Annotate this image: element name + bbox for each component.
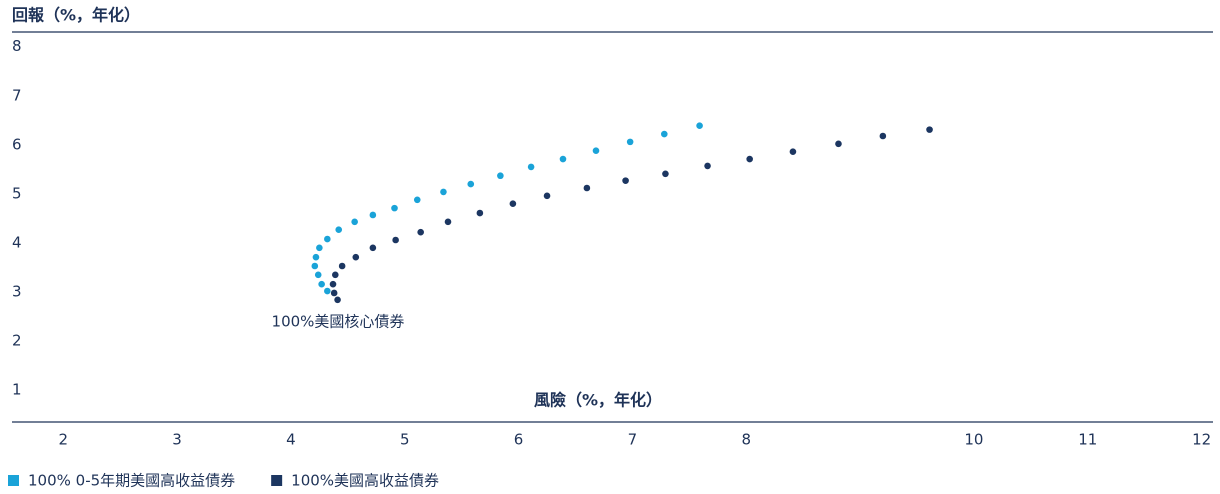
y-tick-label: 8 xyxy=(12,37,22,55)
point xyxy=(312,253,320,261)
y-tick-label: 3 xyxy=(12,283,22,301)
point xyxy=(329,280,337,288)
point xyxy=(509,200,517,207)
point xyxy=(696,122,703,129)
x-tick-label: 7 xyxy=(628,431,638,449)
point xyxy=(440,188,447,196)
point xyxy=(311,262,319,270)
point xyxy=(369,244,377,252)
point xyxy=(622,177,629,184)
x-tick-label: 11 xyxy=(1078,431,1097,449)
point xyxy=(324,287,331,295)
x-tick-label: 3 xyxy=(172,431,182,449)
point xyxy=(351,218,358,226)
point xyxy=(318,280,325,288)
point xyxy=(334,296,341,304)
point xyxy=(543,192,551,200)
point xyxy=(324,235,331,243)
point xyxy=(592,147,600,155)
x-tick-label: 5 xyxy=(400,431,410,449)
y-axis-label: 回報（%，年化） xyxy=(12,6,140,25)
x-tick-label: 8 xyxy=(741,431,751,449)
x-axis-label: 風險（%，年化） xyxy=(534,391,662,410)
legend-swatch xyxy=(8,475,19,486)
y-tick-label: 4 xyxy=(12,233,22,251)
point xyxy=(926,126,933,133)
point xyxy=(476,209,484,217)
point xyxy=(330,289,338,297)
point xyxy=(527,163,535,171)
point xyxy=(392,236,399,244)
point xyxy=(626,138,634,146)
point xyxy=(417,228,424,236)
point xyxy=(413,196,421,204)
y-tick-label: 2 xyxy=(12,332,22,350)
point xyxy=(835,140,842,148)
point xyxy=(746,155,753,163)
point xyxy=(497,172,504,180)
x-tick-label: 2 xyxy=(58,431,68,449)
x-tick-label: 12 xyxy=(1192,431,1211,449)
point xyxy=(316,244,323,252)
point xyxy=(444,218,452,226)
y-tick-label: 6 xyxy=(12,135,22,153)
point xyxy=(662,170,669,178)
point xyxy=(704,162,711,170)
legend-label: 100% 0-5年期美國高收益債券 xyxy=(28,472,235,490)
y-tick-label: 5 xyxy=(12,184,22,202)
point xyxy=(467,180,475,188)
point xyxy=(369,211,377,219)
point xyxy=(314,271,322,279)
point xyxy=(391,204,398,212)
x-tick-label: 6 xyxy=(514,431,524,449)
x-tick-label: 4 xyxy=(286,431,296,449)
legend-swatch xyxy=(271,475,283,486)
x-tick-label: 10 xyxy=(964,431,983,449)
y-tick-label: 1 xyxy=(12,381,22,399)
point xyxy=(583,184,591,192)
point xyxy=(879,132,887,140)
point xyxy=(789,148,797,155)
legend-label: 100%美國高收益債券 xyxy=(291,472,439,490)
point xyxy=(660,130,668,138)
point xyxy=(352,253,360,261)
y-tick-label: 7 xyxy=(12,86,22,104)
point xyxy=(335,226,343,233)
point xyxy=(338,262,346,270)
point xyxy=(332,271,339,279)
point xyxy=(559,155,567,163)
annotation: 100%美國核心債券 xyxy=(272,313,405,331)
